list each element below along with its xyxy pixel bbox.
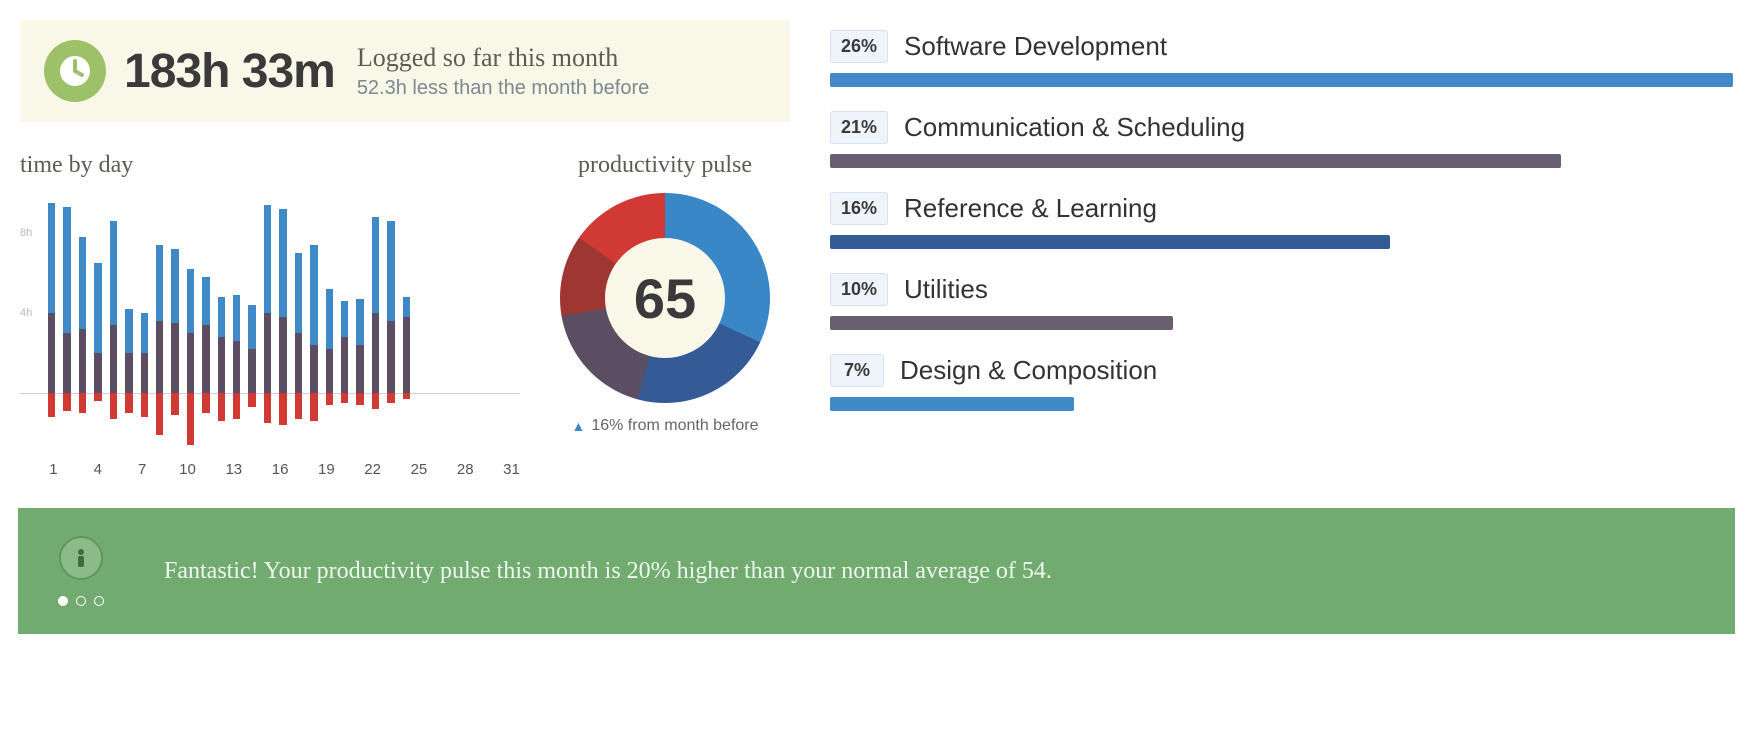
day-bar[interactable]: [92, 193, 103, 453]
category-label: Software Development: [904, 31, 1167, 62]
day-bar[interactable]: [262, 193, 273, 453]
clock-icon: [44, 40, 106, 102]
day-bar[interactable]: [154, 193, 165, 453]
productivity-pulse-block: productivity pulse 65 ▲ 16% from month b…: [540, 152, 790, 478]
time-chart-title: time by day: [20, 152, 520, 179]
day-bar[interactable]: [293, 193, 304, 453]
category-bar: [830, 316, 1173, 330]
x-axis-tick: 31: [503, 461, 520, 478]
pulse-title: productivity pulse: [540, 152, 790, 179]
x-axis-tick: 1: [46, 461, 61, 478]
x-axis-tick: 10: [179, 461, 196, 478]
day-bar[interactable]: [108, 193, 119, 453]
day-bar[interactable]: [354, 193, 365, 453]
x-axis-tick: 7: [135, 461, 150, 478]
category-bar: [830, 235, 1390, 249]
day-bar[interactable]: [277, 193, 288, 453]
info-icon: [59, 536, 103, 580]
category-bar: [830, 397, 1074, 411]
pulse-delta-text: 16% from month before: [591, 417, 758, 435]
x-axis-tick: 22: [364, 461, 381, 478]
day-bar[interactable]: [46, 193, 57, 453]
day-bar[interactable]: [324, 193, 335, 453]
day-bar[interactable]: [216, 193, 227, 453]
pulse-delta: ▲ 16% from month before: [571, 417, 758, 435]
pulse-score: 65: [605, 238, 725, 358]
category-row[interactable]: 10% Utilities: [830, 273, 1733, 330]
time-by-day-chart: time by day 4h 8h 1 4 7 10 13 16 19 22 25 28 31: [20, 152, 520, 478]
day-bar[interactable]: [401, 193, 412, 453]
day-bar[interactable]: [77, 193, 88, 453]
pager-dot[interactable]: [58, 596, 68, 606]
category-percent-badge: 7%: [830, 354, 884, 387]
category-percent-badge: 16%: [830, 192, 888, 225]
day-bar[interactable]: [308, 193, 319, 453]
x-axis-tick: 28: [457, 461, 474, 478]
x-axis-tick: 19: [318, 461, 335, 478]
y-axis-tick: 8h: [20, 227, 32, 239]
day-bar[interactable]: [185, 193, 196, 453]
logged-time-panel: 183h 33m Logged so far this month 52.3h …: [20, 20, 790, 122]
day-bar[interactable]: [123, 193, 134, 453]
day-bar[interactable]: [246, 193, 257, 453]
arrow-up-icon: ▲: [571, 418, 585, 434]
day-bar[interactable]: [200, 193, 211, 453]
logged-caption: Logged so far this month: [357, 43, 649, 73]
insight-banner: Fantastic! Your productivity pulse this …: [18, 508, 1735, 634]
category-row[interactable]: 21% Communication & Scheduling: [830, 111, 1733, 168]
day-bar[interactable]: [370, 193, 381, 453]
day-bar[interactable]: [139, 193, 150, 453]
category-bar: [830, 73, 1733, 87]
pager-dot[interactable]: [94, 596, 104, 606]
day-bar[interactable]: [231, 193, 242, 453]
logged-hours-value: 183h 33m: [124, 44, 335, 99]
category-row[interactable]: 7% Design & Composition: [830, 354, 1733, 411]
category-percent-badge: 10%: [830, 273, 888, 306]
category-label: Communication & Scheduling: [904, 112, 1245, 143]
category-percent-badge: 26%: [830, 30, 888, 63]
x-axis-tick: 16: [272, 461, 289, 478]
day-bar[interactable]: [169, 193, 180, 453]
day-bar[interactable]: [61, 193, 72, 453]
pulse-donut: 65: [560, 193, 770, 403]
x-axis-tick: 4: [90, 461, 105, 478]
category-row[interactable]: 26% Software Development: [830, 30, 1733, 87]
logged-comparison: 52.3h less than the month before: [357, 77, 649, 100]
y-axis-tick: 4h: [20, 307, 32, 319]
category-percent-badge: 21%: [830, 111, 888, 144]
category-label: Reference & Learning: [904, 193, 1157, 224]
category-bar: [830, 154, 1561, 168]
category-row[interactable]: 16% Reference & Learning: [830, 192, 1733, 249]
category-label: Design & Composition: [900, 355, 1157, 386]
banner-text: Fantastic! Your productivity pulse this …: [164, 558, 1052, 585]
category-list: 26% Software Development 21% Communication …: [830, 20, 1733, 478]
day-bar[interactable]: [339, 193, 350, 453]
x-axis-tick: 25: [411, 461, 428, 478]
day-bar[interactable]: [385, 193, 396, 453]
x-axis-tick: 13: [225, 461, 242, 478]
pager-dot[interactable]: [76, 596, 86, 606]
category-label: Utilities: [904, 274, 988, 305]
banner-pager[interactable]: [58, 596, 104, 606]
